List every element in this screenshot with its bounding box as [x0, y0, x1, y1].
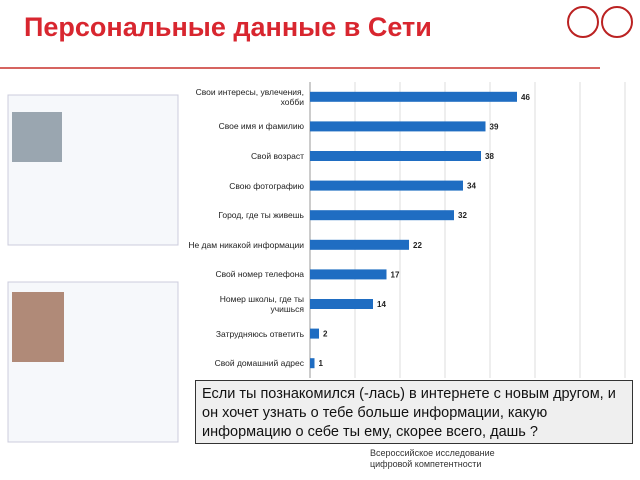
- value-label: 34: [467, 182, 476, 191]
- value-label: 22: [413, 241, 422, 250]
- bar: [310, 151, 481, 161]
- value-label: 38: [485, 152, 494, 161]
- category-label: Свой возраст: [251, 151, 304, 161]
- bar: [310, 328, 319, 339]
- value-label: 1: [319, 359, 324, 368]
- value-label: 17: [391, 270, 400, 279]
- question-box: Если ты познакомился (-лась) в интернете…: [195, 380, 633, 444]
- bar: [310, 269, 387, 280]
- category-label: Город, где ты живешь: [218, 210, 304, 221]
- category-label: Свое имя и фамилию: [218, 121, 304, 132]
- bar: [310, 239, 409, 250]
- category-label: Свой номер телефона: [215, 269, 304, 280]
- value-label: 46: [521, 93, 530, 102]
- profile-photo: [12, 292, 64, 362]
- bar: [310, 358, 315, 369]
- category-label: Затрудняюсь ответить: [215, 328, 304, 339]
- category-label: Не дам никакой информации: [188, 239, 304, 250]
- category-label: Свои интересы, увлечения, хобби: [195, 86, 304, 107]
- profile-photo: [12, 112, 62, 162]
- logo: [567, 6, 599, 38]
- value-label: 39: [490, 122, 499, 131]
- slide-title: Персональные данные в Сети: [24, 12, 432, 42]
- logo: [601, 6, 633, 38]
- category-label: Свой домашний адрес: [214, 358, 304, 369]
- value-label: 2: [323, 330, 328, 339]
- bar: [310, 299, 373, 309]
- value-label: 32: [458, 211, 467, 220]
- bar: [310, 91, 517, 102]
- category-label: Свою фотографию: [229, 180, 304, 191]
- bar: [310, 121, 486, 132]
- value-label: 14: [377, 300, 386, 309]
- bar: [310, 210, 454, 221]
- category-label: Номер школы, где ты учишься: [219, 294, 304, 314]
- bar: [310, 180, 463, 191]
- footer-note: Всероссийское исследование цифровой комп…: [370, 448, 495, 469]
